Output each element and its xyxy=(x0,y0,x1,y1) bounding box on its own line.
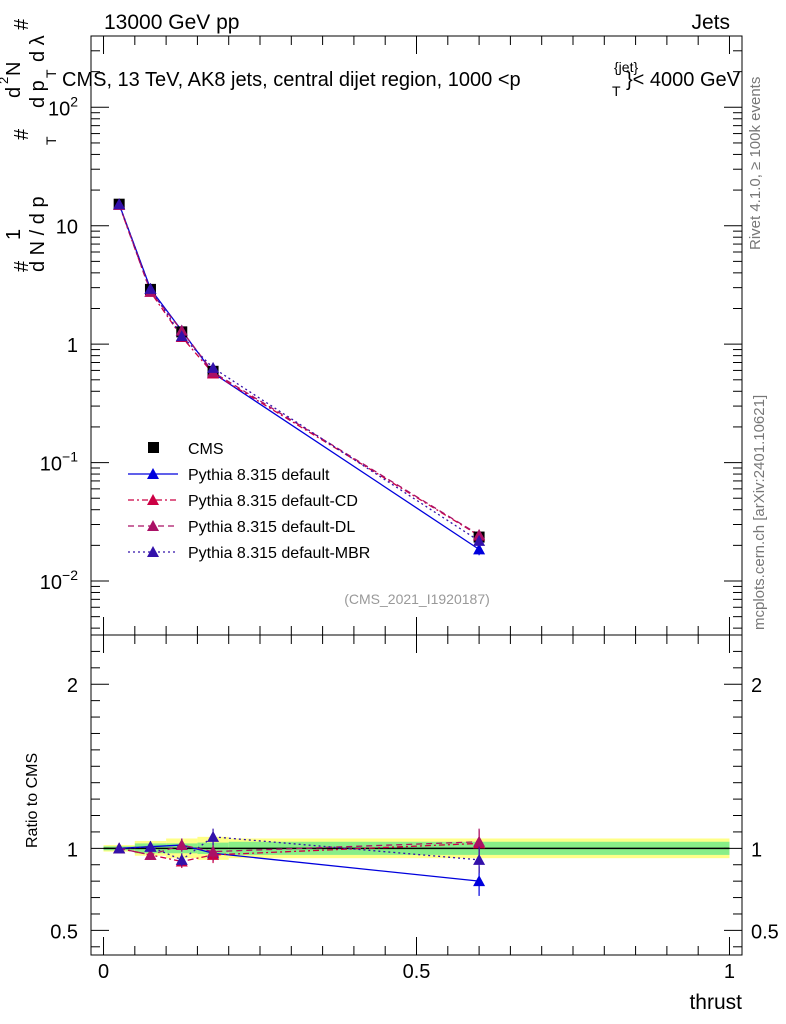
ratio-point-dl xyxy=(473,835,486,847)
legend-label-default: Pythia 8.315 default xyxy=(188,467,330,484)
legend-marker-dl xyxy=(147,520,159,531)
main-point-mbr xyxy=(144,282,157,294)
main-y-tick-label: 10−1 xyxy=(40,449,78,476)
ylabel-num-N: N xyxy=(3,62,25,76)
ratio-point-mbr xyxy=(144,840,157,852)
legend-label-mbr: Pythia 8.315 default-MBR xyxy=(188,545,370,562)
legend-label-dl: Pythia 8.315 default-DL xyxy=(188,519,355,536)
ratio-point-mbr xyxy=(207,830,220,842)
title-sup: {jet} xyxy=(614,59,638,75)
main-line-dl xyxy=(118,204,480,536)
ratio-y-tick-label-right: 1 xyxy=(751,839,762,861)
main-series xyxy=(113,198,486,556)
ylabel-hash2: # xyxy=(11,128,33,140)
ratio-y-tick-label-right: 2 xyxy=(751,675,762,697)
ratio-series xyxy=(113,828,486,896)
main-y-tick-label: 10−2 xyxy=(40,567,78,594)
x-tick-label: 0.5 xyxy=(403,961,431,983)
ratio-y-tick-label-right: 0.5 xyxy=(751,921,779,943)
legend-entry-dl: Pythia 8.315 default-DL xyxy=(128,519,355,536)
ratio-point-default xyxy=(473,875,486,887)
main-line-mbr xyxy=(118,203,480,542)
analysis-watermark: (CMS_2021_I1920187) xyxy=(344,591,490,607)
ylabel-hash1: # xyxy=(11,260,33,272)
legend-marker-mbr xyxy=(147,546,159,557)
x-tick-label: 1 xyxy=(724,961,735,983)
mcplots-label: mcplots.cern.ch [arXiv:2401.10621] xyxy=(751,395,768,630)
main-point-mbr xyxy=(207,361,220,373)
legend-entry-mbr: Pythia 8.315 default-MBR xyxy=(128,545,370,562)
legend-label-cms: CMS xyxy=(188,441,224,458)
legend-label-cd: Pythia 8.315 default-CD xyxy=(188,493,358,510)
legend-entry-cd: Pythia 8.315 default-CD xyxy=(128,493,358,510)
ylabel-num-sup: 2 xyxy=(0,77,11,84)
plot-title: CMS, 13 TeV, AK8 jets, central dijet reg… xyxy=(62,59,741,99)
ratio-axis-ticks: 0.5 0.5 1 1 2 2 0 0.5 1 xyxy=(50,635,779,983)
title-end: }< 4000 GeV xyxy=(626,69,741,91)
main-y-axis-label: # 1 d N / d p T # d 2 N d p T d λ # xyxy=(0,18,59,272)
ylabel-frac-den: d p xyxy=(27,80,49,108)
main-point-mbr xyxy=(473,534,486,546)
ratio-y-tick-label-left: 2 xyxy=(67,675,78,697)
ratio-y-tick-label-left: 0.5 xyxy=(50,921,78,943)
title-sub: T xyxy=(612,83,621,99)
ylabel-one: 1 xyxy=(3,229,25,240)
ratio-point-mbr xyxy=(473,853,486,865)
ratio-point-mbr xyxy=(113,842,126,854)
x-axis-label: thrust xyxy=(689,991,742,1014)
main-y-tick-label: 102 xyxy=(48,93,78,120)
header-right: Jets xyxy=(691,11,730,34)
ratio-point-dl xyxy=(175,839,188,851)
title-main: CMS, 13 TeV, AK8 jets, central dijet reg… xyxy=(62,69,521,91)
ylabel-num: d xyxy=(3,87,25,98)
rivet-label: Rivet 4.1.0, ≥ 100k events xyxy=(747,77,764,250)
header-left: 13000 GeV pp xyxy=(104,11,239,34)
legend: CMS Pythia 8.315 default Pythia 8.315 de… xyxy=(128,441,370,562)
ratio-point-dl xyxy=(207,845,220,857)
main-y-tick-label: 10 xyxy=(56,217,78,239)
ylabel-hash3: # xyxy=(11,18,33,30)
ratio-point-mbr xyxy=(175,853,188,865)
legend-entry-cms: CMS xyxy=(148,441,224,458)
main-point-default xyxy=(473,543,486,555)
main-y-tick-label: 1 xyxy=(67,335,78,357)
ylabel-denom-sub: T xyxy=(43,136,59,145)
ylabel-denom: d N / d p xyxy=(27,196,49,272)
legend-marker-cms xyxy=(148,442,159,453)
ratio-point-dl xyxy=(144,848,157,860)
ylabel-frac-dl: d λ xyxy=(27,35,49,62)
ratio-plot-frame xyxy=(90,634,743,956)
main-line-cd xyxy=(118,204,480,537)
legend-marker-cd xyxy=(147,494,159,505)
ratio-y-axis-label: Ratio to CMS xyxy=(24,753,41,848)
main-point-mbr xyxy=(113,198,126,210)
ylabel-frac-den-sub: T xyxy=(43,69,59,78)
legend-entry-default: Pythia 8.315 default xyxy=(128,467,330,484)
main-point-mbr xyxy=(175,330,188,342)
ratio-y-tick-label-left: 1 xyxy=(67,839,78,861)
legend-marker-default xyxy=(147,468,159,479)
main-point-dl xyxy=(473,528,486,540)
main-axis-ticks: 10−2 10−1 1 10 102 xyxy=(40,35,742,635)
x-tick-label: 0 xyxy=(98,961,109,983)
ratio-line-cd xyxy=(119,842,480,863)
